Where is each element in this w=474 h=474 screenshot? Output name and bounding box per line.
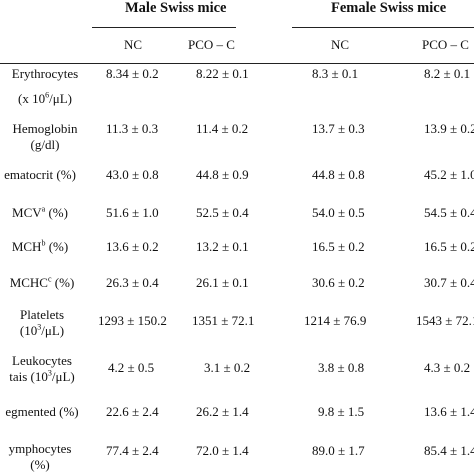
row-label: MCVa (%) (0, 205, 80, 221)
row-label-line-1: Erythrocytes (11, 66, 79, 81)
value-male-nc: 8.34 ± 0.2 (106, 66, 159, 81)
column-header-male-pcoc: PCO – C (188, 37, 235, 52)
row-label-line-1: Platelets (19, 307, 65, 322)
value-female-pcoc: 13.9 ± 0.2 (424, 121, 474, 136)
row-label-line-2: (g/dl) (30, 137, 60, 152)
value-male-pcoc: 52.5 ± 0.4 (196, 205, 249, 220)
row-label-line-1: Leukocytes (12, 353, 72, 368)
value-male-nc: 51.6 ± 1.0 (106, 205, 159, 220)
value-female-pcoc: 8.2 ± 0.1 (424, 66, 471, 81)
value-male-nc: 13.6 ± 0.2 (106, 239, 159, 254)
value-female-pcoc: 54.5 ± 0.4 (424, 205, 474, 220)
row-label-text: MCVa (%) (12, 204, 68, 220)
value-male-pcoc: 3.1 ± 0.2 (204, 360, 251, 375)
value-female-nc: 8.3 ± 0.1 (312, 66, 359, 81)
column-header-female-pcoc: PCO – C (422, 37, 469, 52)
value-female-pcoc: 85.4 ± 1.4 (424, 443, 474, 458)
value-male-nc: 26.3 ± 0.4 (106, 275, 159, 290)
value-male-nc: 11.3 ± 0.3 (106, 121, 159, 136)
value-female-nc: 9.8 ± 1.5 (318, 404, 365, 419)
value-female-nc: 1214 ± 76.9 (304, 313, 367, 328)
value-male-nc: 43.0 ± 0.8 (106, 167, 159, 182)
row-label-line-1: Hemoglobin (12, 121, 78, 136)
row-label-line-2: (x 106/μL) (18, 90, 72, 106)
value-female-nc: 30.6 ± 0.2 (312, 275, 365, 290)
row-label: Platelets (103/μL) (0, 307, 84, 339)
row-label: ematocrit (%) (4, 167, 76, 182)
value-male-pcoc: 72.0 ± 1.4 (196, 443, 249, 458)
value-female-nc: 16.5 ± 0.2 (312, 239, 365, 254)
value-male-pcoc: 26.2 ± 1.4 (196, 404, 249, 419)
value-female-pcoc: 45.2 ± 1.0 (424, 167, 474, 182)
row-label: Hemoglobin (g/dl) (0, 121, 90, 153)
value-female-nc: 13.7 ± 0.3 (312, 121, 365, 136)
value-male-nc: 77.4 ± 2.4 (106, 443, 159, 458)
row-label-line-1: ymphocytes (8, 441, 72, 456)
value-male-pcoc: 26.1 ± 0.1 (196, 275, 249, 290)
value-female-pcoc: 30.7 ± 0.4 (424, 275, 474, 290)
value-female-pcoc: 16.5 ± 0.2 (424, 239, 474, 254)
row-label-text: MCHCc (%) (9, 274, 75, 290)
header-bottom-rule (0, 63, 474, 64)
column-header-female-nc: NC (331, 37, 350, 52)
row-label: ymphocytes (%) (0, 441, 80, 473)
row-label-text: MCHb (%) (11, 238, 69, 254)
row-label: MCHb (%) (0, 239, 80, 255)
row-label: Leukocytes tais (103/μL) (0, 353, 84, 385)
column-header-male-nc: NC (124, 37, 143, 52)
group-header-male: Male Swiss mice (125, 0, 227, 16)
value-female-pcoc: 4.3 ± 0.2 (424, 360, 471, 375)
row-label-line-2: tais (103/μL) (9, 368, 75, 384)
value-female-nc: 3.8 ± 0.8 (318, 360, 365, 375)
row-label: MCHCc (%) (0, 275, 84, 291)
value-male-pcoc: 13.2 ± 0.1 (196, 239, 249, 254)
group-underline-male (92, 27, 236, 28)
row-label: Erythrocytes (x 106/μL) (0, 66, 90, 107)
value-male-nc: 1293 ± 150.2 (98, 313, 167, 328)
row-label: egmented (%) (5, 404, 79, 419)
group-header-female: Female Swiss mice (331, 0, 447, 16)
value-male-pcoc: 1351 ± 72.1 (192, 313, 255, 328)
row-label-line-2: (%) (30, 457, 50, 472)
value-female-nc: 89.0 ± 1.7 (312, 443, 365, 458)
row-label-line-2: (103/μL) (19, 322, 65, 338)
value-female-pcoc: 1543 ± 72.1 (416, 313, 474, 328)
value-female-nc: 44.8 ± 0.8 (312, 167, 365, 182)
value-male-pcoc: 11.4 ± 0.2 (196, 121, 249, 136)
value-female-nc: 54.0 ± 0.5 (312, 205, 365, 220)
value-male-pcoc: 8.22 ± 0.1 (196, 66, 249, 81)
group-underline-female (292, 27, 474, 28)
value-male-nc: 22.6 ± 2.4 (106, 404, 159, 419)
value-female-pcoc: 13.6 ± 1.4 (424, 404, 474, 419)
value-male-nc: 4.2 ± 0.5 (108, 360, 155, 375)
value-male-pcoc: 44.8 ± 0.9 (196, 167, 249, 182)
